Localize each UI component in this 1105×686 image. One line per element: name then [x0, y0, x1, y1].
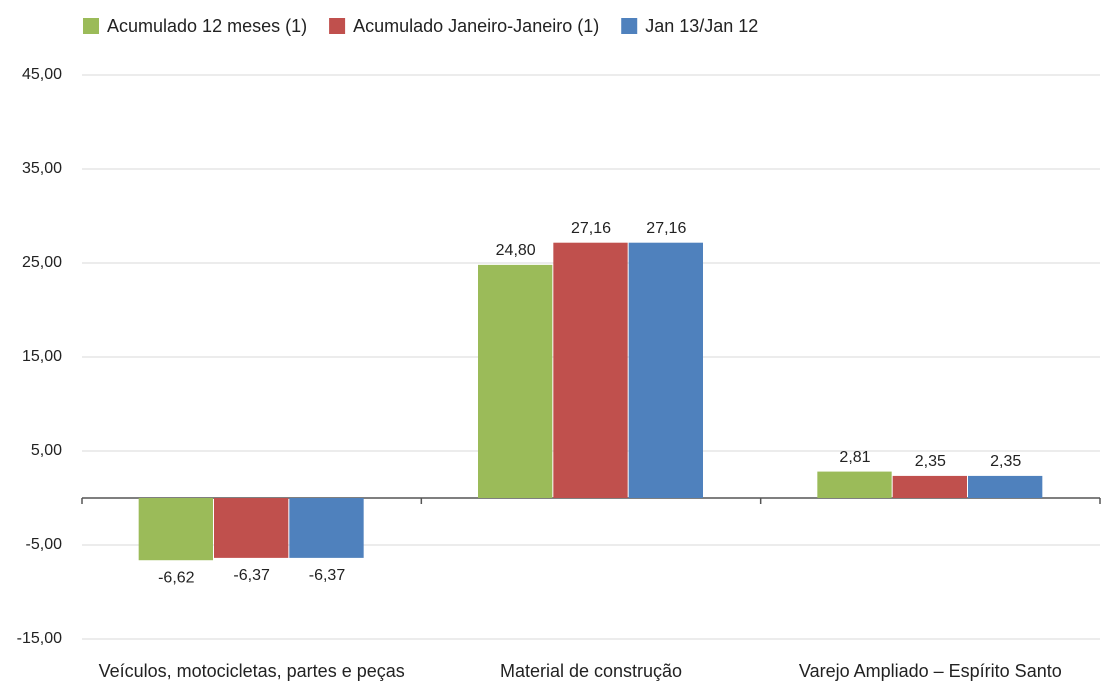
- value-label: -6,37: [233, 567, 270, 584]
- value-label: 27,16: [646, 220, 686, 237]
- value-label: 2,35: [915, 453, 946, 470]
- legend-label: Acumulado Janeiro-Janeiro (1): [353, 16, 599, 36]
- bar: [138, 498, 214, 561]
- legend-label: Acumulado 12 meses (1): [107, 16, 307, 36]
- value-label: 27,16: [571, 220, 611, 237]
- value-label: 2,35: [990, 453, 1021, 470]
- bar: [628, 242, 703, 498]
- legend-swatch: [83, 18, 99, 34]
- legend-swatch: [329, 18, 346, 34]
- y-tick-label: -5,00: [26, 536, 63, 553]
- value-label: -6,37: [309, 567, 346, 584]
- y-tick-label: -15,00: [17, 630, 62, 647]
- x-tick-label: Varejo Ampliado – Espírito Santo: [799, 661, 1062, 681]
- y-tick-label: 25,00: [22, 254, 62, 271]
- bar: [553, 242, 628, 498]
- value-label: -6,62: [158, 569, 195, 586]
- y-tick-label: 35,00: [22, 160, 62, 177]
- bar: [289, 498, 364, 558]
- legend-label: Jan 13/Jan 12: [645, 16, 758, 36]
- y-tick-label: 45,00: [22, 66, 62, 83]
- x-tick-label: Veículos, motocicletas, partes e peças: [99, 661, 405, 681]
- x-tick-label: Material de construção: [500, 661, 682, 681]
- value-label: 2,81: [839, 449, 870, 466]
- bar: [892, 475, 967, 498]
- legend-swatch: [621, 18, 638, 34]
- y-tick-label: 5,00: [31, 442, 62, 459]
- bar: [478, 264, 553, 498]
- value-label: 24,80: [496, 242, 536, 259]
- bar: [214, 498, 289, 558]
- bar: [817, 471, 892, 498]
- y-tick-label: 15,00: [22, 348, 62, 365]
- bar: [967, 475, 1043, 498]
